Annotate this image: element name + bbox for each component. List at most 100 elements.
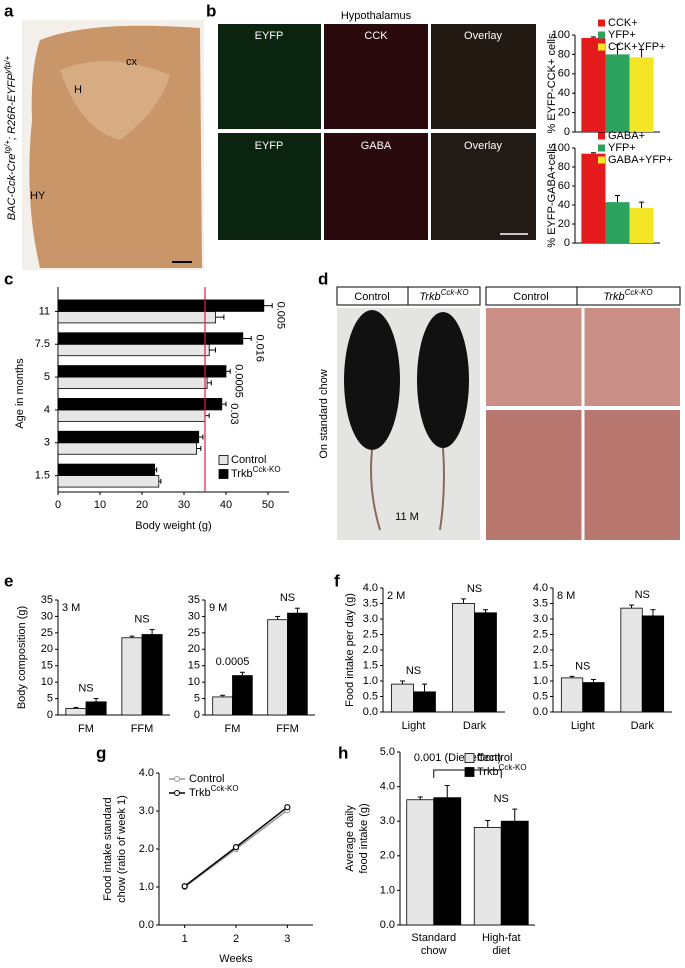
legend-swatch <box>598 156 605 164</box>
error-bar <box>444 785 450 798</box>
panel-letter: g <box>96 743 106 762</box>
legend-marker <box>174 790 180 796</box>
error-bar <box>650 609 656 616</box>
gene-sup: Cck-KO <box>441 288 469 297</box>
y-tick-label: 2.0 <box>363 644 378 656</box>
y-tick-label: 3.0 <box>533 613 548 625</box>
y-tick-label: 0 <box>564 126 570 138</box>
y-tick-label: 20 <box>558 218 570 230</box>
x-axis-label: Body weight (g) <box>135 520 211 532</box>
label-sup: tg/+ <box>3 140 12 154</box>
y-axis-label: Average daily <box>344 805 356 872</box>
annotation: NS <box>134 613 149 625</box>
annotation: 0.0005 <box>216 656 250 668</box>
x-tick-label: Dark <box>463 720 487 732</box>
bar <box>287 612 308 716</box>
bar <box>85 701 107 716</box>
error-bar <box>400 680 406 685</box>
y-axis-label: % EYFP-GABA+cells <box>546 143 558 248</box>
x-tick-label: FM <box>225 723 241 735</box>
annotation: NS <box>406 665 421 677</box>
y-tick-label: 4.0 <box>380 781 395 793</box>
legend-name: GABA+ <box>608 130 645 142</box>
label-text: BAC-Cck-Cre <box>6 154 18 221</box>
y-tick-label: 1.5 <box>363 659 378 671</box>
x-tick-label: diet <box>492 945 510 957</box>
error-bar <box>615 44 620 55</box>
x-tick-label: 2 <box>233 933 239 945</box>
bar <box>560 677 584 713</box>
group-label: Control <box>354 291 389 303</box>
legend-swatch <box>598 31 605 39</box>
legend-name-sup: Cck-KO <box>253 465 281 474</box>
error-bar <box>205 413 210 419</box>
legend-label: TrkbCck-KO <box>477 763 527 778</box>
y-tick-label: 0.0 <box>363 706 378 718</box>
x-tick-label: 0 <box>55 499 61 511</box>
y-tick-label: 3.0 <box>139 805 154 817</box>
bar <box>413 691 436 713</box>
legend-label: CCK+YFP+ <box>608 41 665 53</box>
y-axis-label: food intake (g) <box>358 803 370 873</box>
x-tick-label: 20 <box>136 499 148 511</box>
error-bar <box>196 445 202 451</box>
error-bar <box>226 368 231 374</box>
x-tick-label: 40 <box>220 499 232 511</box>
age-label: 11 M <box>395 511 419 523</box>
y-tick-label: 60 <box>558 68 570 80</box>
y-tick-label: 1.5 <box>35 469 50 481</box>
y-tick-label: 1.0 <box>139 881 154 893</box>
legend-name: Trkb <box>231 468 253 480</box>
label-text: ; R26R-EYFP <box>6 73 18 140</box>
y-tick-label: 2.0 <box>380 850 395 862</box>
group-label: Control <box>513 291 548 303</box>
y-tick-label: 4.0 <box>363 582 378 594</box>
legend-name: Trkb <box>477 766 499 778</box>
legend-swatch <box>218 455 229 465</box>
error-bar <box>590 152 596 154</box>
legend-name: CCK+YFP+ <box>608 41 665 53</box>
bar <box>141 634 163 716</box>
point <box>181 883 188 890</box>
error-bar <box>242 336 252 342</box>
y-tick-label: 80 <box>558 48 570 60</box>
y-tick-label: 4 <box>44 404 50 416</box>
panel-letter: e <box>4 571 13 590</box>
annotation: NS <box>78 682 93 694</box>
legend-name: Trkb <box>189 787 211 799</box>
bar <box>57 365 227 378</box>
error-bar <box>615 195 620 203</box>
y-tick-label: 10 <box>41 676 53 688</box>
y-tick-label: 0.0 <box>533 706 548 718</box>
error-bar <box>93 698 99 702</box>
bar <box>232 675 253 716</box>
legend-label: CCK+ <box>608 17 638 29</box>
bar <box>212 696 233 716</box>
panel-title: Hypothalamus <box>341 10 412 22</box>
panel-letter: c <box>4 269 13 288</box>
y-tick-label: 20 <box>188 643 200 655</box>
y-tick-label: 0.0 <box>139 919 154 931</box>
y-tick-label: 3.5 <box>363 597 378 609</box>
y-tick-label: 60 <box>558 180 570 192</box>
panel-letter: d <box>318 269 328 288</box>
bar <box>121 637 143 716</box>
error-bar <box>129 635 135 638</box>
genotype-label: BAC-Cck-Cretg/+; R26R-EYFPyfp/+ <box>3 55 18 220</box>
error-bar <box>275 615 281 620</box>
y-tick-label: 80 <box>558 161 570 173</box>
y-axis-label: % EYFP-CCK+ cells <box>546 33 558 133</box>
channel-label: CCK <box>364 30 388 42</box>
y-tick-label: 3.0 <box>363 613 378 625</box>
y-tick-label: 4.0 <box>139 767 154 779</box>
error-bar <box>629 604 635 609</box>
legend-label: TrkbCck-KO <box>189 784 239 799</box>
y-tick-label: 25 <box>41 627 53 639</box>
bar <box>57 442 198 455</box>
y-axis-label: Food intake standard <box>102 797 114 900</box>
y-tick-label: 1.0 <box>363 675 378 687</box>
panel-letter: h <box>338 743 348 762</box>
error-bar <box>158 478 162 484</box>
error-bar <box>263 303 273 309</box>
error-bar <box>590 36 596 38</box>
